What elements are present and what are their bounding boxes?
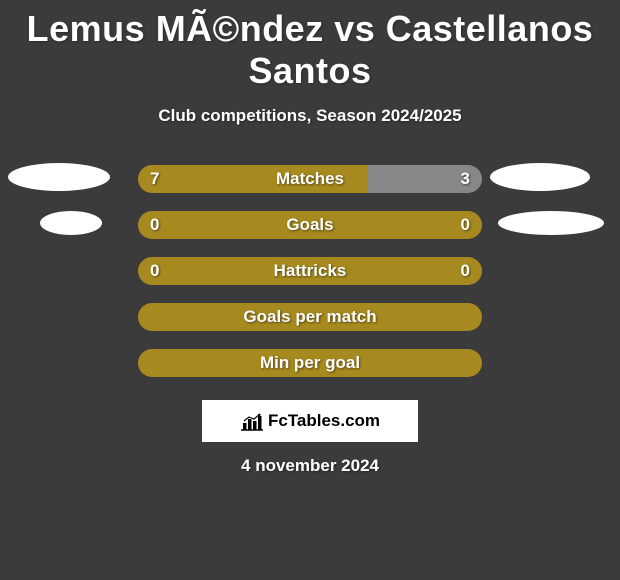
stat-value-right: 0 <box>461 261 470 281</box>
stat-row: Goals per match <box>0 294 620 340</box>
stat-value-right: 3 <box>461 169 470 189</box>
stat-bar <box>138 165 482 193</box>
stat-bar <box>138 211 482 239</box>
stat-bar-left <box>138 257 482 285</box>
player-left-ellipse <box>8 163 110 191</box>
stat-value-left: 0 <box>150 215 159 235</box>
date-text: 4 november 2024 <box>0 456 620 476</box>
stat-value-left: 0 <box>150 261 159 281</box>
stat-bar-left <box>138 211 482 239</box>
comparison-rows: Matches73Goals00Hattricks00Goals per mat… <box>0 156 620 386</box>
player-left-ellipse <box>40 211 102 235</box>
stat-bar <box>138 303 482 331</box>
stat-bar-left <box>138 165 368 193</box>
chart-icon <box>240 411 264 431</box>
branding-banner: FcTables.com <box>202 400 418 442</box>
stat-value-right: 0 <box>461 215 470 235</box>
stat-row: Min per goal <box>0 340 620 386</box>
stat-bar <box>138 349 482 377</box>
stat-row: Goals00 <box>0 202 620 248</box>
stat-bar-left <box>138 303 482 331</box>
branding-text: FcTables.com <box>268 411 380 431</box>
player-right-ellipse <box>498 211 604 235</box>
stat-value-left: 7 <box>150 169 159 189</box>
stat-row: Hattricks00 <box>0 248 620 294</box>
stat-row: Matches73 <box>0 156 620 202</box>
subtitle: Club competitions, Season 2024/2025 <box>0 106 620 126</box>
page-title: Lemus MÃ©ndez vs Castellanos Santos <box>0 0 620 92</box>
stat-bar-left <box>138 349 482 377</box>
stat-bar <box>138 257 482 285</box>
player-right-ellipse <box>490 163 590 191</box>
